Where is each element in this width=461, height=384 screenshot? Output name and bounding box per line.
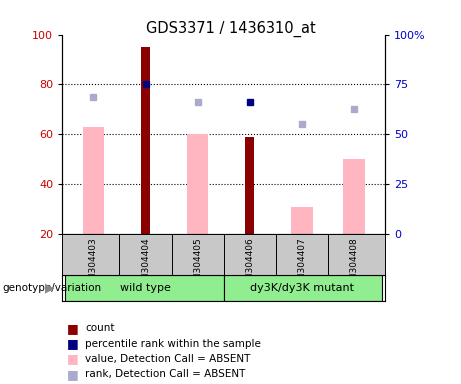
Text: wild type: wild type <box>120 283 171 293</box>
Bar <box>224 275 382 301</box>
Text: GSM304403: GSM304403 <box>89 237 98 292</box>
Text: ■: ■ <box>67 337 78 350</box>
Text: GSM304407: GSM304407 <box>297 237 306 292</box>
Bar <box>141 47 150 234</box>
Text: ■: ■ <box>67 353 78 366</box>
Text: GSM304405: GSM304405 <box>193 237 202 292</box>
Text: ▶: ▶ <box>45 281 54 295</box>
Text: GSM304406: GSM304406 <box>245 237 254 292</box>
Text: value, Detection Call = ABSENT: value, Detection Call = ABSENT <box>85 354 251 364</box>
Text: ■: ■ <box>67 322 78 335</box>
Bar <box>187 134 208 234</box>
Text: genotype/variation: genotype/variation <box>2 283 101 293</box>
Bar <box>343 159 365 234</box>
Text: GSM304408: GSM304408 <box>349 237 358 292</box>
Text: GSM304404: GSM304404 <box>141 237 150 292</box>
Bar <box>245 137 254 234</box>
Text: GDS3371 / 1436310_at: GDS3371 / 1436310_at <box>146 21 315 37</box>
Text: count: count <box>85 323 115 333</box>
Text: ■: ■ <box>67 368 78 381</box>
Text: rank, Detection Call = ABSENT: rank, Detection Call = ABSENT <box>85 369 246 379</box>
Text: percentile rank within the sample: percentile rank within the sample <box>85 339 261 349</box>
Text: dy3K/dy3K mutant: dy3K/dy3K mutant <box>250 283 354 293</box>
Bar <box>291 207 313 234</box>
Bar <box>83 127 104 234</box>
Bar <box>65 275 224 301</box>
